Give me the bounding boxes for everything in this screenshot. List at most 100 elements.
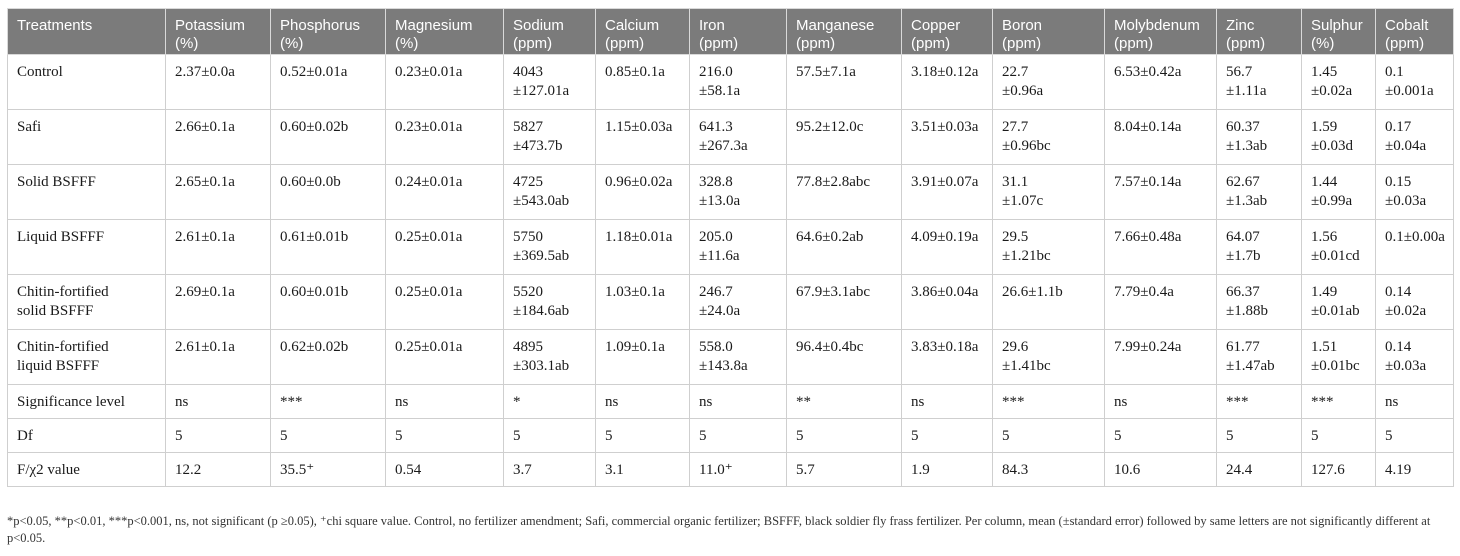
value-text: 61.77: [1226, 339, 1260, 355]
value-text: ±267.3a: [699, 138, 748, 154]
value-text: ±0.001a: [1385, 83, 1434, 99]
value-cell: 1.44 ±0.99a: [1301, 164, 1376, 220]
value-text: 1.59: [1311, 119, 1338, 135]
value-cell: 0.15 ±0.03a: [1375, 164, 1454, 220]
treatment-cell: Liquid BSFFF: [7, 219, 166, 275]
value-text: 29.5: [1002, 229, 1029, 245]
column-unit: (ppm): [1002, 35, 1042, 52]
value-text: ns: [1114, 394, 1128, 410]
value-cell: 4.19: [1375, 452, 1454, 487]
value-cell: ***: [992, 384, 1105, 419]
column-name: Molybdenum: [1114, 17, 1200, 34]
column-name: Magnesium: [395, 17, 473, 34]
value-text: 0.15: [1385, 174, 1412, 190]
table-row: Significance level ns *** ns * ns ns ** ns *** ns *…: [7, 384, 1454, 419]
value-text: ±1.3ab: [1226, 138, 1268, 154]
value-text: 6.53±0.42a: [1114, 64, 1182, 80]
column-unit: (ppm): [911, 35, 951, 52]
value-text: 7.57±0.14a: [1114, 174, 1182, 190]
value-cell: 5: [992, 418, 1105, 453]
value-text: 0.62±0.02b: [280, 339, 349, 355]
value-cell: 3.7: [503, 452, 596, 487]
value-text: 4.09±0.19a: [911, 229, 979, 245]
column-header: Sodium (ppm): [503, 8, 596, 55]
value-text: 64.6±0.2ab: [796, 229, 864, 245]
value-text: 4895: [513, 339, 543, 355]
treatment-text: Df: [17, 428, 33, 444]
value-cell: 0.85±0.1a: [595, 54, 690, 110]
value-cell: 2.65±0.1a: [165, 164, 271, 220]
value-text: 3.1: [605, 462, 624, 478]
value-cell: 0.60±0.01b: [270, 274, 386, 330]
column-name: Iron: [699, 17, 725, 34]
column-header: Magnesium (%): [385, 8, 504, 55]
value-cell: 3.51±0.03a: [901, 109, 993, 165]
value-text: 10.6: [1114, 462, 1141, 478]
value-text: 1.09±0.1a: [605, 339, 665, 355]
value-text: 77.8±2.8abc: [796, 174, 871, 190]
value-cell: 5: [270, 418, 386, 453]
column-name: Copper: [911, 17, 961, 34]
treatment-cell: Chitin-fortified liquid BSFFF: [7, 329, 166, 385]
value-text: 57.5±7.1a: [796, 64, 856, 80]
value-cell: 5: [165, 418, 271, 453]
value-cell: 641.3 ±267.3a: [689, 109, 787, 165]
column-unit: (%): [395, 35, 419, 52]
value-cell: 0.61±0.01b: [270, 219, 386, 275]
value-text: 5: [280, 428, 288, 444]
value-text: ns: [911, 394, 925, 410]
value-cell: 5: [1375, 418, 1454, 453]
value-text: 5: [1226, 428, 1234, 444]
value-text: 5: [796, 428, 804, 444]
treatment-cell: Solid BSFFF: [7, 164, 166, 220]
value-cell: 29.5 ±1.21bc: [992, 219, 1105, 275]
table-row: Solid BSFFF 2.65±0.1a 0.60±0.0b 0.24±0.01a 4…: [7, 164, 1454, 220]
value-cell: 0.25±0.01a: [385, 329, 504, 385]
column-header: Treatments: [7, 8, 166, 55]
value-cell: 2.37±0.0a: [165, 54, 271, 110]
value-cell: 96.4±0.4bc: [786, 329, 902, 385]
value-cell: 4.09±0.19a: [901, 219, 993, 275]
value-text: 5: [1114, 428, 1122, 444]
treatment-text: Significance level: [17, 394, 125, 410]
value-text: **: [796, 394, 811, 410]
column-header: Sulphur (%): [1301, 8, 1376, 55]
value-cell: 61.77 ±1.47ab: [1216, 329, 1302, 385]
value-text: 7.99±0.24a: [1114, 339, 1182, 355]
value-text: 0.23±0.01a: [395, 64, 463, 80]
value-text: 67.9±3.1abc: [796, 284, 871, 300]
value-text: 0.60±0.01b: [280, 284, 349, 300]
value-text: ±0.99a: [1311, 193, 1353, 209]
treatment-cell: Df: [7, 418, 166, 453]
value-text: ±1.88b: [1226, 303, 1268, 319]
value-text: 3.7: [513, 462, 532, 478]
value-cell: 0.52±0.01a: [270, 54, 386, 110]
value-text: 22.7: [1002, 64, 1029, 80]
value-cell: 0.60±0.02b: [270, 109, 386, 165]
value-text: 0.61±0.01b: [280, 229, 349, 245]
value-text: 0.52±0.01a: [280, 64, 348, 80]
value-text: 66.37: [1226, 284, 1260, 300]
column-header: Cobalt (ppm): [1375, 8, 1454, 55]
value-cell: 27.7 ±0.96bc: [992, 109, 1105, 165]
value-text: 1.45: [1311, 64, 1338, 80]
value-text: 5: [1311, 428, 1319, 444]
value-cell: 7.66±0.48a: [1104, 219, 1217, 275]
value-text: 0.96±0.02a: [605, 174, 673, 190]
value-text: ns: [699, 394, 713, 410]
value-text: 4.19: [1385, 462, 1412, 478]
treatment-text: F/χ2 value: [17, 462, 80, 478]
value-text: 0.60±0.02b: [280, 119, 349, 135]
value-text: 2.61±0.1a: [175, 229, 235, 245]
value-cell: 1.18±0.01a: [595, 219, 690, 275]
table-row: Liquid BSFFF 2.61±0.1a 0.61±0.01b 0.25±0.01…: [7, 219, 1454, 275]
value-text: ±0.01ab: [1311, 303, 1360, 319]
table-row: Safi 2.66±0.1a 0.60±0.02b 0.23±0.01a 5827 ±47…: [7, 109, 1454, 165]
value-text: ns: [395, 394, 409, 410]
value-cell: 8.04±0.14a: [1104, 109, 1217, 165]
treatment-text: liquid BSFFF: [17, 358, 100, 374]
table-body: Control 2.37±0.0a 0.52±0.01a 0.23±0.01a 4043…: [7, 54, 1454, 487]
value-text: ±1.21bc: [1002, 248, 1051, 264]
value-cell: 5.7: [786, 452, 902, 487]
